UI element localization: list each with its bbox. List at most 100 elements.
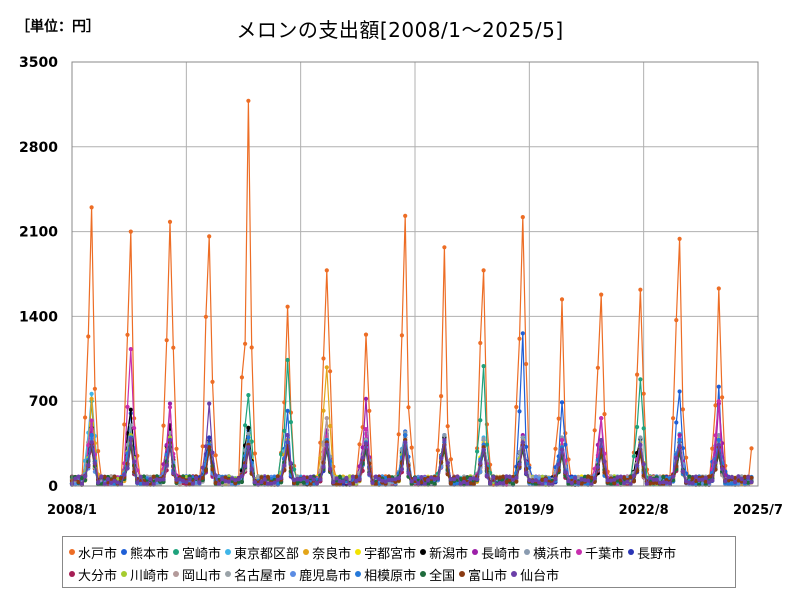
data-point xyxy=(393,477,398,482)
data-point xyxy=(207,401,212,406)
data-point xyxy=(213,480,218,485)
legend-item: 新潟市 xyxy=(420,541,468,563)
data-point xyxy=(403,213,408,218)
data-point xyxy=(324,442,329,447)
data-point xyxy=(233,478,238,483)
data-point xyxy=(648,475,653,480)
data-point xyxy=(488,481,493,486)
data-point xyxy=(671,474,676,479)
data-point xyxy=(608,481,614,487)
data-point xyxy=(259,480,264,485)
data-point xyxy=(207,445,212,450)
data-point xyxy=(337,482,342,487)
plot-border xyxy=(71,61,759,487)
data-point xyxy=(99,474,104,479)
data-point xyxy=(471,476,476,481)
legend-marker-icon xyxy=(303,549,310,555)
data-point xyxy=(347,474,352,479)
legend-marker-icon xyxy=(524,549,531,555)
data-point xyxy=(461,476,467,481)
data-point xyxy=(112,482,117,487)
data-point xyxy=(187,476,192,481)
data-point xyxy=(301,476,306,481)
data-point xyxy=(112,478,117,483)
legend-item: 川崎市 xyxy=(121,563,169,585)
data-point xyxy=(386,477,391,482)
data-point xyxy=(644,481,650,486)
data-point xyxy=(501,481,506,486)
data-point xyxy=(729,474,735,480)
data-point xyxy=(285,433,290,438)
data-point xyxy=(321,443,326,448)
data-point xyxy=(115,480,120,485)
y-tick-label: 2100 xyxy=(19,225,58,241)
data-point xyxy=(713,403,718,408)
data-point xyxy=(419,480,424,485)
data-point xyxy=(716,437,721,443)
data-point xyxy=(321,464,326,469)
data-point xyxy=(497,480,502,486)
data-point xyxy=(749,446,754,451)
legend-item: 千葉市 xyxy=(576,541,624,563)
data-point xyxy=(599,416,604,421)
legend-label: 岡山市 xyxy=(182,568,222,584)
data-point xyxy=(138,481,143,487)
data-point xyxy=(615,475,620,480)
data-point xyxy=(517,409,522,414)
data-point xyxy=(481,436,486,441)
data-point xyxy=(553,446,558,451)
data-point xyxy=(742,479,748,485)
data-point xyxy=(484,473,489,478)
data-point xyxy=(501,474,506,479)
legend-label: 宮崎市 xyxy=(182,546,222,562)
data-point xyxy=(533,478,539,483)
data-point xyxy=(530,479,535,484)
data-point xyxy=(125,466,130,471)
data-point xyxy=(92,386,97,391)
data-point xyxy=(262,480,267,486)
data-point xyxy=(334,476,339,481)
data-point xyxy=(122,422,127,427)
data-point xyxy=(723,479,728,484)
data-point xyxy=(507,477,512,482)
data-point xyxy=(579,481,584,486)
x-tick-label: 2016/10 xyxy=(385,503,444,518)
data-point xyxy=(89,391,94,396)
data-point xyxy=(154,474,159,479)
data-point xyxy=(275,481,280,486)
data-point xyxy=(216,474,222,479)
data-point xyxy=(684,455,689,460)
data-point xyxy=(468,476,473,481)
y-tick-label: 2800 xyxy=(19,140,58,156)
data-point xyxy=(504,474,509,479)
data-point xyxy=(445,461,450,466)
legend-label: 全国 xyxy=(429,568,456,584)
legend-label: 東京都区部 xyxy=(234,546,300,562)
data-point xyxy=(445,472,450,477)
data-point xyxy=(713,433,718,438)
data-point xyxy=(442,433,447,438)
data-point xyxy=(249,466,254,471)
legend-marker-icon xyxy=(121,571,128,577)
data-point xyxy=(167,219,173,224)
data-point xyxy=(386,474,391,479)
data-point xyxy=(582,478,588,483)
data-point xyxy=(118,476,124,481)
legend-marker-icon xyxy=(420,571,427,577)
data-point xyxy=(109,474,114,479)
data-point xyxy=(687,480,692,485)
data-point xyxy=(373,474,378,479)
data-point xyxy=(409,445,414,450)
data-point xyxy=(736,478,741,483)
data-point xyxy=(308,474,313,479)
data-point xyxy=(703,479,708,484)
data-point xyxy=(716,433,721,438)
unit-label: ［単位：円］ xyxy=(16,19,100,35)
data-point xyxy=(657,480,663,485)
legend-marker-icon xyxy=(628,549,635,555)
data-point xyxy=(749,480,754,485)
data-point xyxy=(448,477,453,482)
data-point xyxy=(504,480,509,485)
data-point xyxy=(148,477,153,482)
legend-item: 全国 xyxy=(420,563,455,585)
